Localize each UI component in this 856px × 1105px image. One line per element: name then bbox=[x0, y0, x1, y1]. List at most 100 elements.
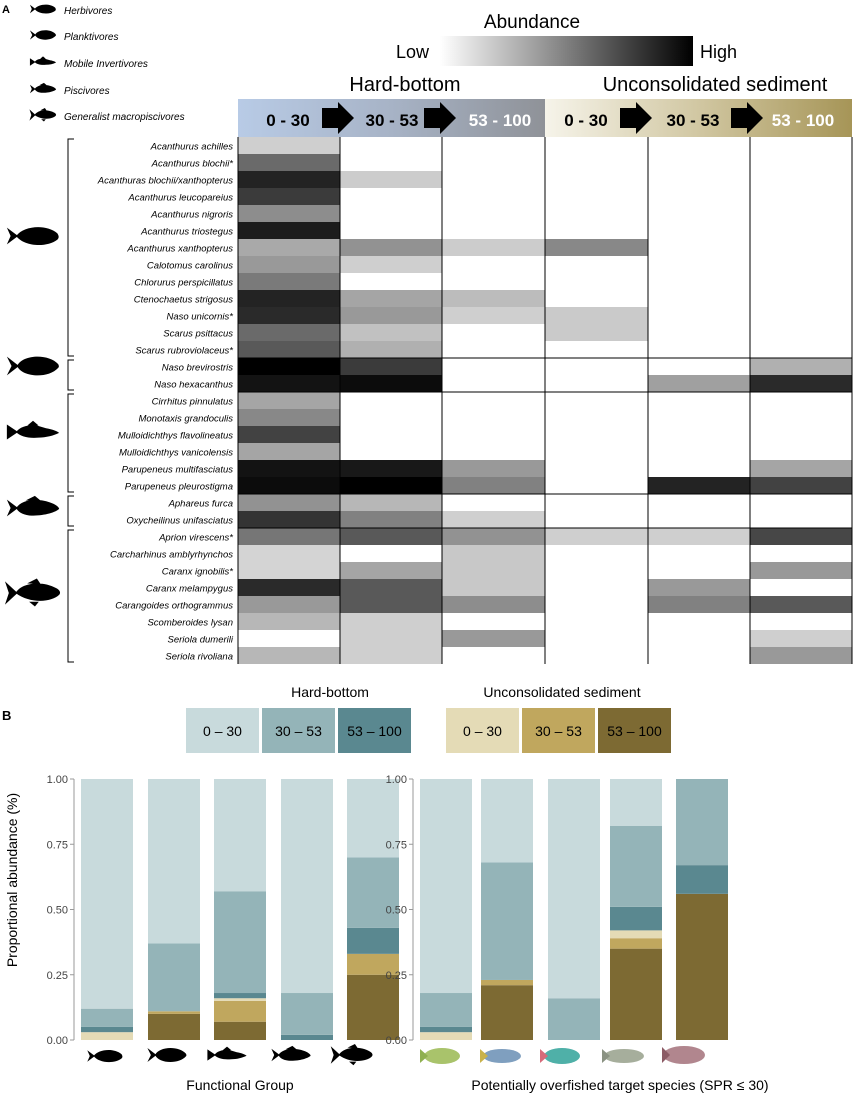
heatmap-cell bbox=[442, 511, 545, 528]
heatmap-cell bbox=[340, 511, 442, 528]
heatmap-cell bbox=[238, 494, 340, 511]
macropiscivore-fish-icon bbox=[4, 578, 61, 607]
bar-segment bbox=[481, 862, 533, 980]
bar-segment bbox=[148, 779, 200, 944]
heatmap-cell bbox=[340, 494, 442, 511]
heatmap-cell bbox=[545, 324, 648, 341]
heatmap-cell bbox=[750, 528, 852, 545]
heatmap-cell bbox=[238, 324, 340, 341]
legend-label-hard: 53 – 100 bbox=[347, 723, 402, 739]
heatmap-cell bbox=[442, 239, 545, 256]
legend-macropiscivores: Generalist macropiscivores bbox=[64, 112, 185, 123]
heatmap-cell bbox=[238, 443, 340, 460]
group-bracket bbox=[67, 138, 74, 357]
bar-segment bbox=[420, 1032, 472, 1040]
species-fish-icon bbox=[662, 1046, 705, 1064]
heatmap-cell bbox=[750, 562, 852, 579]
group-legend: Herbivores Planktivores Mobile Invertivo… bbox=[29, 4, 185, 123]
depth-soft-53-100: 53 - 100 bbox=[772, 111, 834, 130]
bar-segment bbox=[420, 993, 472, 1027]
heatmap-cell bbox=[238, 562, 340, 579]
bar-segment bbox=[214, 891, 266, 994]
species-label: Caranx ignobilis* bbox=[162, 567, 234, 578]
species-label: Carcharhinus amblyrhynchos bbox=[110, 550, 233, 561]
species-label: Aphareus furca bbox=[168, 499, 233, 510]
bar-segment bbox=[81, 1008, 133, 1027]
bar-segment bbox=[214, 998, 266, 1001]
heatmap-cell bbox=[545, 528, 648, 545]
macropiscivore-fish-icon bbox=[330, 1044, 373, 1066]
x-axis-label-overfished: Potentially overfished target species (S… bbox=[471, 1077, 768, 1093]
heatmap-cell bbox=[238, 290, 340, 307]
bar-segment bbox=[214, 1021, 266, 1040]
bar-segment bbox=[347, 927, 399, 954]
legend-swatch-soft bbox=[598, 708, 671, 753]
heatmap-cell bbox=[238, 171, 340, 188]
heatmap-cell bbox=[238, 239, 340, 256]
heatmap-cell bbox=[340, 596, 442, 613]
heatmap-cell bbox=[238, 205, 340, 222]
habitat-soft-title: Unconsolidated sediment bbox=[603, 74, 828, 96]
heatmap-cell bbox=[238, 647, 340, 664]
heatmap-cell bbox=[340, 477, 442, 494]
species-label: Acanthurus nigroris bbox=[150, 210, 233, 221]
group-bracket bbox=[67, 495, 74, 527]
legend-herbivores: Herbivores bbox=[64, 6, 112, 17]
species-fish-icon bbox=[420, 1048, 460, 1064]
heatmap-cell bbox=[238, 188, 340, 205]
species-label: Acanthurus triostegus bbox=[140, 227, 233, 238]
heatmap-cell bbox=[238, 137, 340, 154]
heatmap-cell bbox=[238, 358, 340, 375]
herbivore-fish-icon bbox=[6, 227, 59, 246]
legend-invertivores: Mobile Invertivores bbox=[64, 59, 148, 70]
species-label: Naso unicornis* bbox=[166, 312, 233, 323]
heatmap-cell bbox=[648, 477, 750, 494]
species-fish-icon bbox=[480, 1049, 521, 1063]
heatmap-cell bbox=[442, 545, 545, 562]
group-bracket bbox=[67, 393, 74, 493]
species-label: Acanthurus xanthopterus bbox=[126, 244, 233, 255]
heatmap-cell bbox=[750, 630, 852, 647]
legend-label-hard: 0 – 30 bbox=[203, 723, 242, 739]
legend-planktivores: Planktivores bbox=[64, 32, 118, 43]
heatmap-cell bbox=[238, 222, 340, 239]
bar-segment bbox=[481, 985, 533, 1040]
heatmap-cell bbox=[238, 154, 340, 171]
species-label: Monotaxis grandoculis bbox=[138, 414, 233, 425]
heatmap-cell bbox=[442, 460, 545, 477]
heatmap-cell bbox=[238, 511, 340, 528]
functional-group-chart: 0.00 0.25 0.50 0.75 1.00 bbox=[47, 774, 399, 1047]
bar-segment bbox=[610, 930, 662, 939]
heatmap-cell bbox=[238, 613, 340, 630]
y-tick-label: 0.25 bbox=[386, 970, 407, 982]
bar-segment bbox=[676, 893, 728, 1040]
heatmap-cell bbox=[545, 307, 648, 324]
x-axis-label-functional: Functional Group bbox=[186, 1077, 294, 1093]
soft-header-bar bbox=[545, 99, 852, 137]
y-tick-label: 0.75 bbox=[386, 839, 407, 851]
arrow-icon bbox=[620, 102, 652, 134]
species-label: Calotomus carolinus bbox=[147, 261, 233, 272]
bar-segment bbox=[610, 938, 662, 949]
bar-segment bbox=[214, 779, 266, 892]
heatmap-cell bbox=[442, 596, 545, 613]
heatmap-cell bbox=[238, 409, 340, 426]
heatmap-cell bbox=[340, 375, 442, 392]
species-label: Aprion virescens* bbox=[158, 533, 233, 544]
species-label: Scarus rubroviolaceus* bbox=[135, 346, 233, 357]
bar-segment bbox=[148, 1013, 200, 1040]
y-tick-label: 0.25 bbox=[47, 970, 68, 982]
heatmap-cell bbox=[442, 290, 545, 307]
legend-label-soft: 0 – 30 bbox=[463, 723, 502, 739]
species-fish-icon bbox=[540, 1048, 580, 1064]
abundance-title: Abundance bbox=[484, 12, 580, 33]
heatmap-cell bbox=[238, 375, 340, 392]
species-label: Chlorurus perspicillatus bbox=[134, 278, 233, 289]
y-tick-label: 1.00 bbox=[47, 774, 68, 786]
heatmap-cell bbox=[545, 239, 648, 256]
species-label: Seriola dumerili bbox=[168, 635, 234, 646]
heatmap-cell bbox=[238, 579, 340, 596]
legend-swatch-soft bbox=[522, 708, 595, 753]
heatmap-cell bbox=[340, 171, 442, 188]
species-label: Naso hexacanthus bbox=[154, 380, 233, 391]
